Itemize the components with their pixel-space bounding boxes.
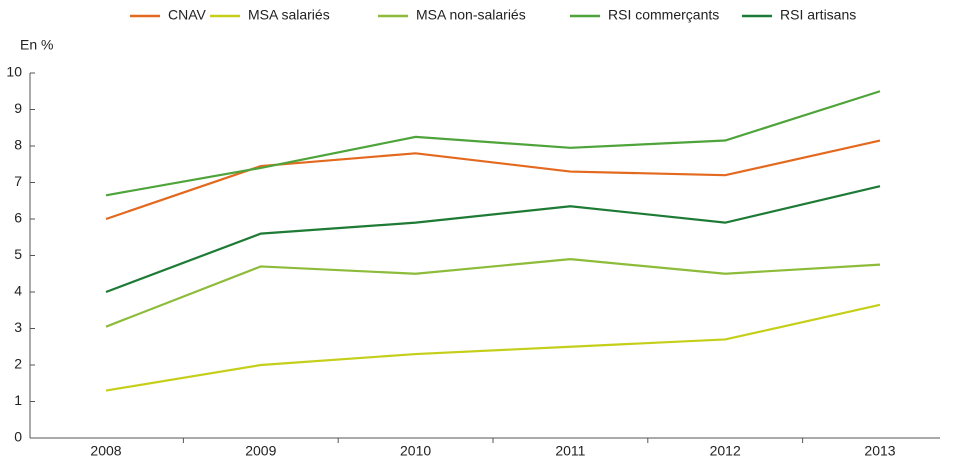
series-line: [105, 185, 881, 294]
y-tick-label: 6: [14, 210, 22, 226]
y-tick-label: 4: [14, 283, 22, 299]
y-tick-label: 9: [14, 100, 22, 116]
y-tick-label: 7: [14, 173, 22, 189]
series-line: [105, 258, 881, 328]
y-tick-label: 0: [14, 429, 22, 445]
legend-label: MSA salariés: [248, 7, 330, 23]
legend-label: RSI commerçants: [608, 7, 719, 23]
x-tick-label: 2010: [400, 443, 431, 459]
legend-label: RSI artisans: [780, 7, 856, 23]
y-tick-label: 1: [14, 392, 22, 408]
legend-label: CNAV: [168, 7, 207, 23]
legend-label: MSA non-salariés: [416, 7, 526, 23]
series-line: [105, 303, 881, 392]
y-tick-label: 5: [14, 246, 22, 262]
series-line: [105, 90, 881, 197]
y-tick-label: 10: [6, 64, 22, 80]
x-tick-label: 2008: [90, 443, 121, 459]
x-tick-label: 2009: [245, 443, 276, 459]
y-tick-label: 3: [14, 319, 22, 335]
y-tick-label: 2: [14, 356, 22, 372]
y-tick-label: 8: [14, 137, 22, 153]
y-axis-label: En %: [20, 37, 53, 53]
series-line: [105, 139, 881, 221]
x-tick-label: 2012: [710, 443, 741, 459]
x-tick-label: 2013: [864, 443, 895, 459]
x-tick-label: 2011: [555, 443, 585, 459]
